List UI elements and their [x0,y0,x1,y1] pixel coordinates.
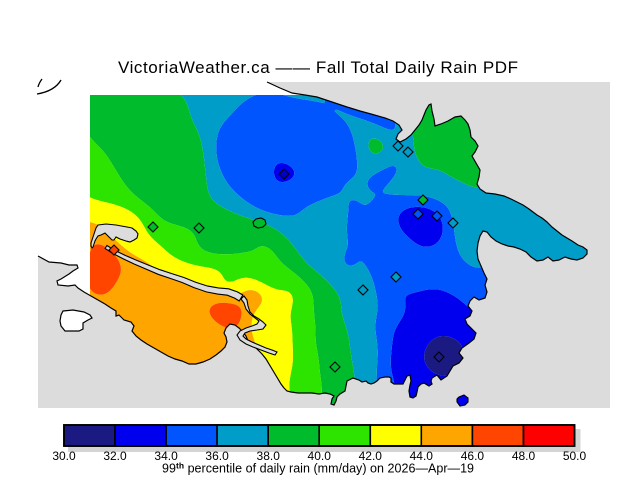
svg-text:38.0: 38.0 [257,449,281,463]
svg-text:40.0: 40.0 [308,449,332,463]
svg-text:48.0: 48.0 [512,449,536,463]
svg-text:50.0: 50.0 [563,449,587,463]
svg-text:99th percentile of daily rain: 99th percentile of daily rain (mm/day) o… [162,460,474,476]
svg-text:VictoriaWeather.ca —— Fall Tot: VictoriaWeather.ca —— Fall Total Daily R… [118,58,518,77]
svg-text:34.0: 34.0 [154,449,178,463]
svg-text:30.0: 30.0 [52,449,76,463]
svg-text:46.0: 46.0 [461,449,485,463]
svg-text:32.0: 32.0 [103,449,127,463]
svg-text:36.0: 36.0 [205,449,229,463]
svg-text:44.0: 44.0 [410,449,434,463]
svg-text:42.0: 42.0 [359,449,383,463]
